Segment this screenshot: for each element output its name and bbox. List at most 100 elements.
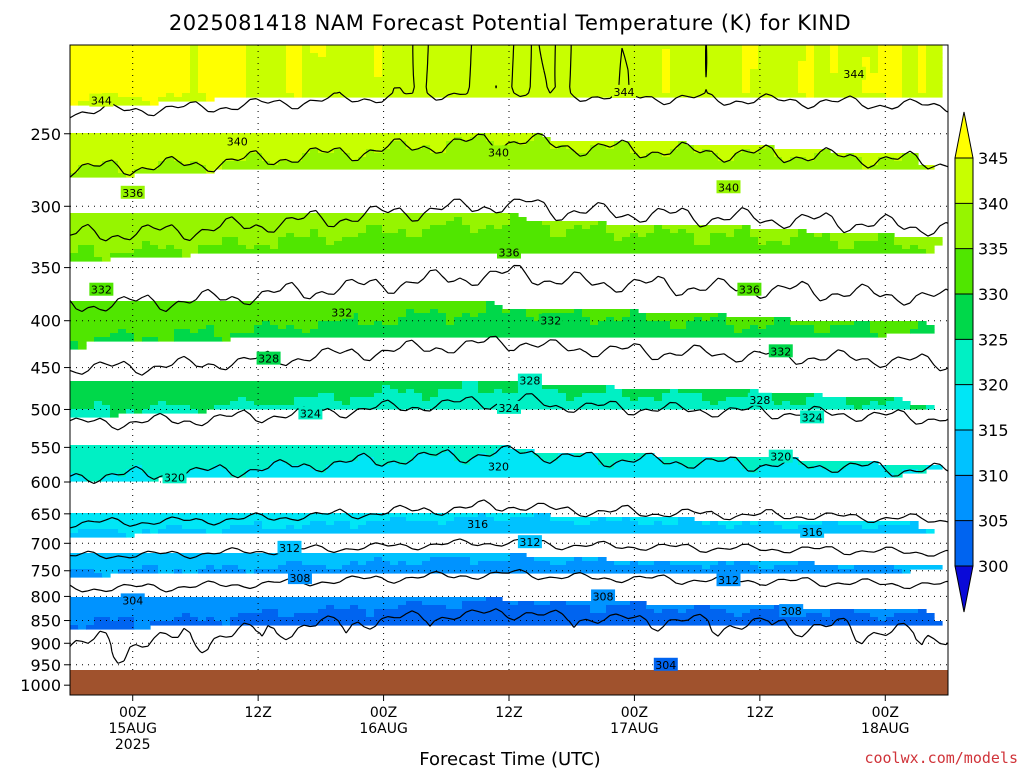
- field-cell: [158, 565, 207, 570]
- field-cell: [750, 149, 759, 154]
- field-cell: [70, 337, 95, 342]
- contour-label-bg: [768, 449, 793, 463]
- field-cell: [246, 61, 287, 66]
- field-cell: [918, 69, 927, 74]
- y-tick-label: 550: [30, 438, 61, 457]
- field-cell: [118, 161, 159, 166]
- field-cell: [710, 241, 759, 246]
- field-cell: [606, 385, 615, 390]
- field-cell: [806, 401, 847, 406]
- field-cell: [70, 325, 207, 330]
- field-cell: [550, 229, 567, 234]
- field-cell: [582, 393, 623, 398]
- field-cell: [70, 597, 487, 602]
- field-cell: [662, 609, 679, 614]
- field-cell: [902, 69, 919, 74]
- field-cell: [246, 77, 287, 82]
- field-cell: [246, 157, 263, 162]
- field-cell: [918, 57, 927, 62]
- field-cell: [638, 397, 655, 402]
- field-cell: [318, 149, 335, 154]
- field-cell: [110, 473, 119, 478]
- field-cell: [246, 65, 287, 70]
- x-tick-label: 17AUG: [610, 721, 659, 737]
- field-cell: [174, 245, 199, 250]
- field-cell: [582, 453, 599, 458]
- contour-label-bg: [497, 400, 521, 414]
- field-cell: [726, 561, 735, 566]
- field-cell: [806, 49, 815, 54]
- field-cell: [878, 401, 887, 406]
- field-cell: [478, 381, 527, 386]
- field-cell: [142, 465, 215, 470]
- field-cell: [414, 453, 431, 458]
- field-cell: [758, 149, 775, 154]
- field-cell: [510, 517, 551, 522]
- field-cell: [862, 85, 903, 90]
- field-cell: [190, 53, 199, 58]
- field-cell: [246, 81, 287, 86]
- field-cell: [334, 241, 695, 246]
- field-cell: [102, 97, 143, 102]
- field-cell: [566, 601, 631, 606]
- field-cell: [838, 45, 879, 50]
- contour-label: 344: [91, 95, 112, 108]
- field-cell: [566, 145, 591, 150]
- field-cell: [70, 625, 79, 630]
- colorbar-segment: [955, 384, 973, 431]
- field-cell: [870, 461, 879, 466]
- field-cell: [542, 385, 607, 390]
- field-cell: [590, 321, 599, 326]
- field-cell: [726, 317, 775, 322]
- field-cell: [326, 605, 335, 610]
- field-cell: [662, 85, 671, 90]
- field-cell: [822, 233, 831, 238]
- field-cell: [382, 389, 399, 394]
- field-cell: [366, 453, 415, 458]
- field-cell: [446, 321, 455, 326]
- field-cell: [446, 221, 463, 226]
- field-cell: [630, 601, 647, 606]
- field-cell: [86, 477, 103, 482]
- field-cell: [286, 85, 303, 90]
- field-cell: [830, 329, 871, 334]
- field-cell: [734, 457, 791, 462]
- contour-label: 332: [770, 345, 791, 358]
- field-cell: [342, 149, 367, 154]
- field-cell: [630, 141, 679, 146]
- field-cell: [70, 57, 191, 62]
- field-cell: [390, 141, 407, 146]
- field-cell: [470, 229, 479, 234]
- field-cell: [70, 169, 79, 174]
- y-axis-ticks: 250 300 350 400 450 500 550 600 650 700 750 800 850 9…: [20, 125, 70, 695]
- field-cell: [470, 225, 487, 230]
- field-cell: [70, 341, 79, 346]
- field-cell: [94, 405, 111, 410]
- field-cell: [878, 525, 919, 530]
- field-cell: [134, 409, 143, 414]
- field-cell: [870, 69, 879, 74]
- field-cell: [526, 313, 543, 318]
- field-cell: [358, 157, 719, 162]
- field-cell: [270, 245, 279, 250]
- colorbar-segment: [955, 294, 973, 340]
- field-cell: [670, 229, 679, 234]
- field-cell: [614, 465, 687, 470]
- field-cell: [550, 225, 575, 230]
- field-cell: [390, 561, 399, 566]
- field-cell: [710, 317, 727, 322]
- contour-label-bg: [538, 313, 563, 327]
- field-cell: [782, 157, 791, 162]
- field-cell: [182, 525, 231, 530]
- field-cell: [190, 469, 231, 474]
- contour-line-344: [70, 45, 948, 119]
- field-cell: [422, 601, 463, 606]
- field-cell: [838, 57, 863, 62]
- field-cell: [470, 313, 479, 318]
- field-cell: [814, 53, 831, 58]
- field-cell: [534, 453, 559, 458]
- field-cell: [862, 73, 903, 78]
- field-cell: [358, 605, 399, 610]
- field-cell: [742, 73, 751, 78]
- field-cell: [798, 73, 815, 78]
